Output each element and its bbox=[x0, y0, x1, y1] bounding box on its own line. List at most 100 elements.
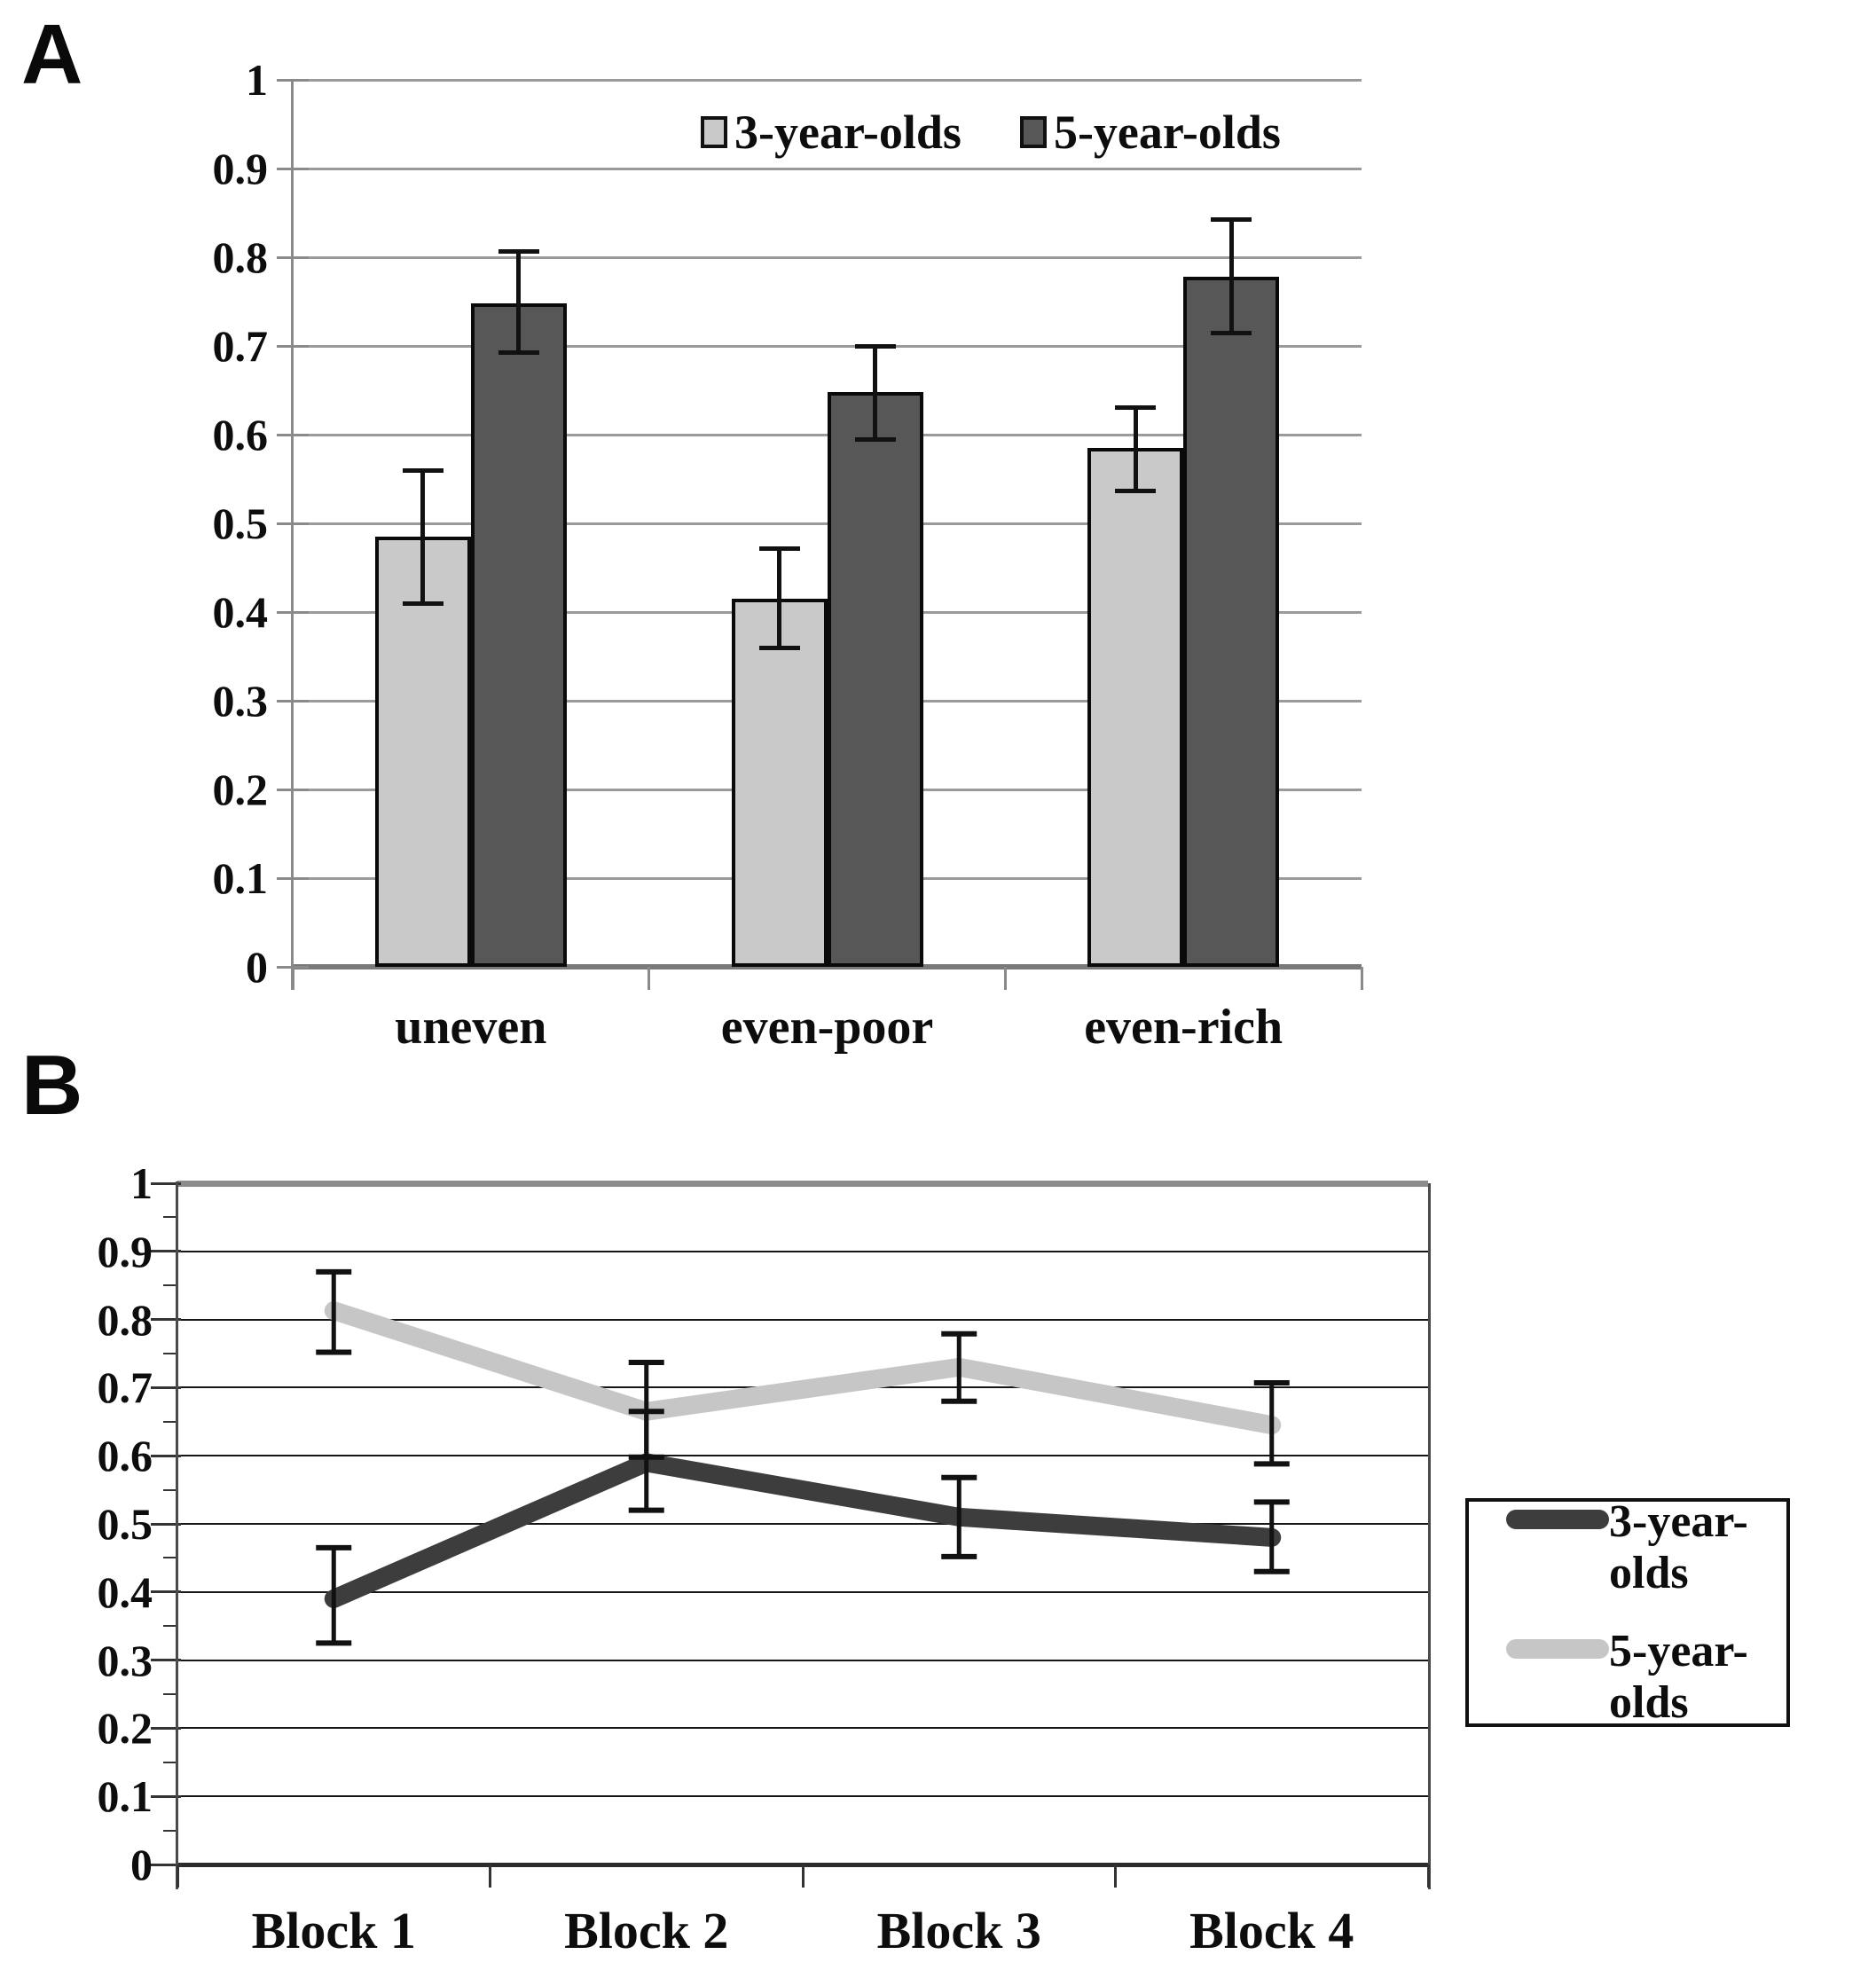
y-axis-tick-label: 0.9 bbox=[212, 144, 269, 193]
gridline-b bbox=[177, 1590, 1428, 1593]
y-axis-tick-label: 1 bbox=[130, 1158, 153, 1208]
bar-even-poor-3-year-olds bbox=[731, 599, 828, 967]
right-border-b bbox=[1428, 1183, 1431, 1889]
y-axis-tick-label: 0.4 bbox=[212, 587, 269, 637]
error-bar-uneven-3-year-olds bbox=[420, 470, 426, 603]
bar-even-poor-5-year-olds bbox=[827, 392, 923, 967]
y-axis-tick-label: 0.8 bbox=[97, 1294, 153, 1345]
y-minor-tick-b bbox=[163, 1557, 177, 1559]
x-category-label: even-rich bbox=[1084, 1000, 1283, 1055]
y-tick-b bbox=[151, 1454, 181, 1457]
x-category-label: uneven bbox=[395, 1000, 547, 1055]
x-tick-b bbox=[176, 1864, 179, 1888]
bar-even-rich-3-year-olds bbox=[1087, 448, 1184, 967]
y-axis-tick-label: 0.1 bbox=[97, 1771, 153, 1822]
legend-label: 3-year-olds bbox=[734, 106, 962, 159]
legend-label: 5-year-olds bbox=[1609, 1626, 1748, 1729]
legend-entry-5-year-olds: 5-year-olds bbox=[1506, 1626, 1786, 1729]
error-cap bbox=[854, 343, 896, 349]
y-minor-tick-b bbox=[163, 1216, 177, 1219]
panel-b-label: B bbox=[21, 1038, 83, 1133]
legend-entry-3-year-olds: 3-year-olds bbox=[701, 108, 962, 156]
legend-swatch-icon bbox=[701, 116, 727, 148]
error-cap bbox=[498, 349, 539, 355]
error-cap bbox=[402, 601, 443, 606]
x-category-label: Block 4 bbox=[1189, 1902, 1354, 1959]
x-category-label: Block 1 bbox=[251, 1902, 416, 1959]
gridline-a bbox=[293, 344, 1362, 348]
y-tick-b bbox=[151, 1590, 181, 1594]
y-axis-tick-label: 0.3 bbox=[212, 676, 269, 726]
y-axis-tick-label: 0.5 bbox=[212, 498, 269, 548]
gridline-b bbox=[177, 1250, 1428, 1252]
legend-swatch-icon bbox=[1019, 116, 1047, 148]
gridline-b bbox=[177, 1795, 1428, 1798]
y-tick-b bbox=[151, 1863, 181, 1866]
y-axis-tick-label: 0 bbox=[130, 1840, 153, 1889]
error-cap bbox=[1211, 330, 1252, 335]
gridline-a bbox=[293, 255, 1362, 259]
y-minor-tick-b bbox=[163, 1829, 177, 1832]
error-bar-even-rich-5-year-olds bbox=[1228, 219, 1234, 333]
y-axis-tick-label: 0.1 bbox=[212, 853, 269, 903]
x-tick-b bbox=[489, 1864, 491, 1888]
gridline-b bbox=[177, 1727, 1428, 1730]
error-cap bbox=[1115, 488, 1157, 493]
y-minor-tick-b bbox=[163, 1488, 177, 1491]
y-axis-tick-label: 0.8 bbox=[212, 232, 269, 282]
bar-uneven-3-year-olds bbox=[374, 537, 471, 967]
y-axis-tick-label: 0.2 bbox=[212, 765, 269, 814]
bar-uneven-5-year-olds bbox=[470, 303, 567, 967]
y-tick-b bbox=[151, 1794, 181, 1798]
error-cap bbox=[854, 436, 896, 442]
y-axis-tick-label: 0.6 bbox=[97, 1431, 153, 1481]
y-minor-tick-b bbox=[163, 1420, 177, 1423]
gridline-b bbox=[177, 1455, 1428, 1457]
error-cap bbox=[758, 546, 800, 551]
gridline-a bbox=[293, 964, 1362, 969]
gridline-b bbox=[177, 1659, 1428, 1661]
y-axis-tick-label: 0.2 bbox=[97, 1703, 153, 1754]
y-minor-tick-b bbox=[163, 1761, 177, 1763]
x-tick-a bbox=[1003, 967, 1007, 990]
panel-a-label: A bbox=[21, 7, 83, 102]
y-axis-tick-label: 0.7 bbox=[97, 1362, 153, 1413]
y-minor-tick-b bbox=[163, 1353, 177, 1354]
y-tick-b bbox=[151, 1385, 181, 1389]
error-cap bbox=[758, 645, 800, 650]
gridline-b bbox=[177, 1318, 1428, 1321]
line-series-layer bbox=[316, 1268, 1290, 1646]
gridline-a bbox=[293, 167, 1362, 170]
legend-line-swatch-icon bbox=[1506, 1509, 1609, 1529]
error-cap bbox=[402, 467, 443, 473]
x-tick-a bbox=[648, 967, 651, 990]
legend-label: 3-year-olds bbox=[1609, 1495, 1748, 1598]
x-tick-b bbox=[801, 1864, 805, 1888]
error-bar-even-rich-3-year-olds bbox=[1133, 407, 1138, 491]
gridline-a bbox=[293, 78, 1362, 82]
y-tick-b bbox=[151, 1659, 181, 1662]
x-category-label: Block 2 bbox=[564, 1902, 729, 1959]
y-minor-tick-b bbox=[163, 1625, 177, 1628]
y-tick-b bbox=[151, 1250, 181, 1253]
x-tick-a bbox=[1360, 967, 1363, 990]
y-axis-b bbox=[176, 1181, 178, 1889]
gridline-b bbox=[177, 1523, 1428, 1525]
legend-line-swatch-icon bbox=[1506, 1639, 1609, 1659]
y-tick-b bbox=[151, 1318, 181, 1322]
gridline-b bbox=[177, 1180, 1428, 1187]
panel-b-legend: 3-year-olds 5-year-olds bbox=[1465, 1495, 1790, 1729]
x-category-label: even-poor bbox=[720, 1000, 934, 1055]
x-category-label: Block 3 bbox=[876, 1902, 1041, 1959]
y-axis-tick-label: 0 bbox=[246, 942, 268, 992]
y-tick-b bbox=[151, 1522, 181, 1526]
y-minor-tick-b bbox=[163, 1284, 177, 1287]
error-cap bbox=[1115, 404, 1157, 410]
y-axis-tick-label: 0.6 bbox=[212, 410, 269, 459]
error-bar-even-poor-3-year-olds bbox=[777, 548, 781, 648]
error-cap bbox=[1211, 216, 1252, 222]
error-cap bbox=[498, 248, 539, 254]
x-tick-b bbox=[1426, 1864, 1430, 1888]
x-tick-b bbox=[1114, 1864, 1117, 1888]
